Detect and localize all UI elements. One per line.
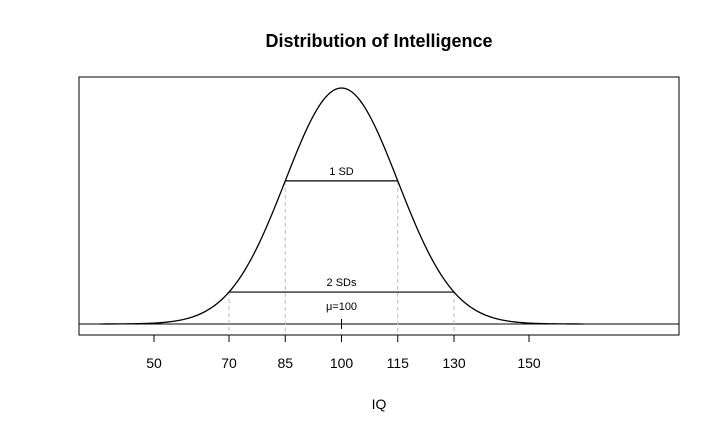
sd-label-2: 2 SDs: [327, 277, 357, 289]
annotations: 1 SD 2 SDs: [229, 166, 454, 293]
sd-label-1: 1 SD: [329, 166, 354, 178]
x-tick-label-150: 150: [517, 355, 541, 371]
x-axis: 50 70 85 100 115 130 150: [146, 335, 541, 371]
density-curve: [99, 87, 584, 325]
dashed-lines: [228, 180, 455, 335]
mean-label: μ=100: [326, 301, 357, 313]
x-tick-label-100: 100: [330, 355, 354, 371]
plot-frame: [78, 76, 680, 336]
x-tick-label-115: 115: [387, 355, 410, 371]
x-tick-label-85: 85: [277, 355, 293, 371]
chart-title: Distribution of Intelligence: [265, 31, 492, 51]
x-tick-label-50: 50: [146, 355, 162, 371]
x-axis-label: IQ: [372, 396, 387, 412]
x-tick-label-70: 70: [221, 355, 237, 371]
x-tick-label-130: 130: [442, 355, 466, 371]
